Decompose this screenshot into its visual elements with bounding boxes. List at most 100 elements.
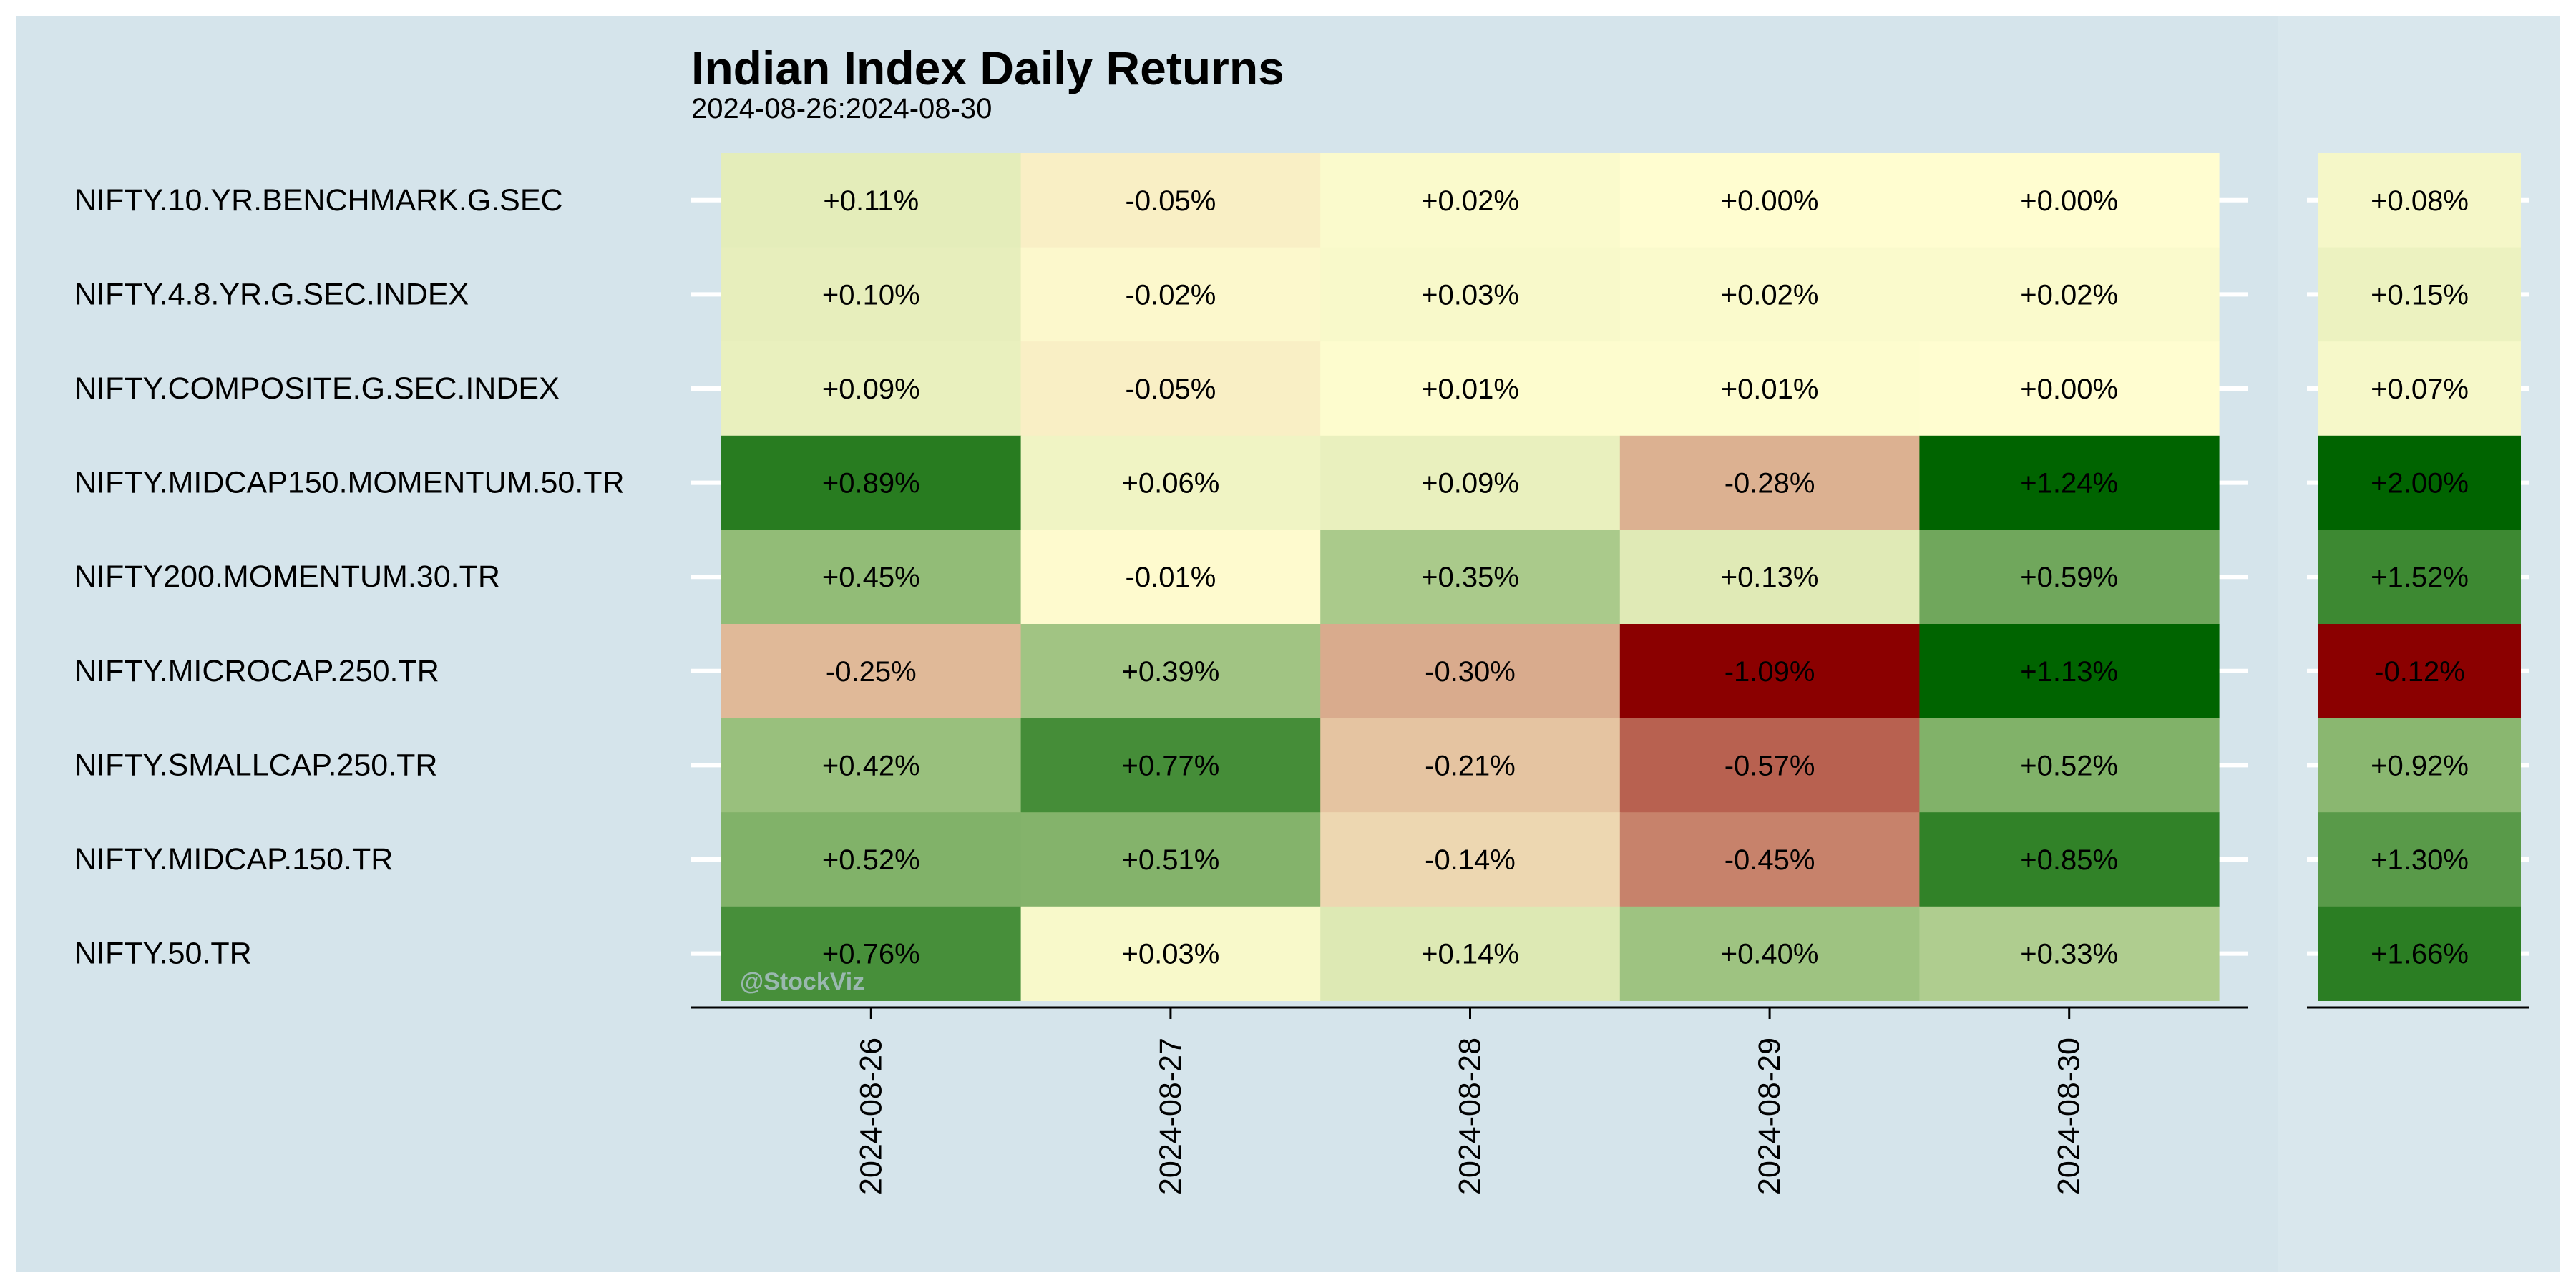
heatmap-cell [1919,718,2220,813]
cell-label: +0.02% [1421,185,1519,217]
heatmap-cell [1619,341,1920,436]
cumulative-cell [2318,247,2521,342]
cell-label: +0.09% [1421,468,1519,499]
x-tick-label: 2024-08-28 [1453,1038,1488,1195]
y-tick-label: NIFTY.4.8.YR.G.SEC.INDEX [74,277,469,311]
cumulative-cell [2318,906,2521,1001]
heatmap-cell [1320,153,1621,248]
heatmap-cell [1919,153,2220,248]
heatmap-cell [1020,435,1321,530]
heatmap-cell [1320,247,1621,342]
cumulative-cell [2318,624,2521,719]
cell-label: -0.25% [826,656,917,688]
heatmap-cell [1919,530,2220,625]
cell-label: -0.14% [1425,844,1516,876]
x-tick-label: 2024-08-26 [854,1038,888,1195]
cell-label: +0.85% [2020,844,2118,876]
cell-label: +0.42% [822,750,920,781]
cell-label: +0.76% [822,939,920,970]
heatmap-cell [721,718,1022,813]
cell-label: +0.45% [822,562,920,593]
cumulative-label: +2.00% [2371,468,2469,499]
cell-label: +1.24% [2020,468,2118,499]
cell-label: -1.09% [1724,656,1815,688]
cumulative-cell [2318,341,2521,436]
cell-label: -0.57% [1724,750,1815,781]
heatmap-cell [1320,812,1621,907]
cell-label: +0.00% [1721,185,1819,217]
heatmap-cell [1619,718,1920,813]
heatmap-cell [1919,435,2220,530]
y-tick-label: NIFTY.50.TR [74,937,252,971]
y-tick-label: NIFTY.SMALLCAP.250.TR [74,748,437,782]
cell-label: +0.11% [823,185,919,217]
y-tick-label: NIFTY.10.YR.BENCHMARK.G.SEC [74,183,563,218]
cell-label: +0.10% [822,279,920,311]
cumulative-label: +1.30% [2371,844,2469,876]
cell-label: +0.35% [1421,562,1519,593]
heatmap-cell [1020,153,1321,248]
heatmap-cell [1619,530,1920,625]
cell-label: +0.39% [1122,656,1220,688]
y-tick-label: NIFTY.COMPOSITE.G.SEC.INDEX [74,371,560,406]
heatmap-cell [1919,906,2220,1001]
y-tick-label: NIFTY.MIDCAP.150.TR [74,842,393,877]
heatmap-cell [721,530,1022,625]
cell-label: +0.59% [2020,562,2118,593]
heatmap-cell [721,624,1022,719]
y-tick-label: NIFTY.MICROCAP.250.TR [74,654,439,688]
cumulative-label: +0.08% [2371,185,2469,217]
cumulative-cell [2318,153,2521,248]
heatmap-cell [1020,906,1321,1001]
heatmap-cell [1919,812,2220,907]
cell-label: +0.01% [1421,374,1519,405]
heatmap-cell [1320,718,1621,813]
cumulative-cell [2318,530,2521,625]
heatmap-cell [1020,812,1321,907]
cell-label: +0.00% [2020,374,2118,405]
cell-label: -0.30% [1425,656,1516,688]
cell-label: +0.06% [1122,468,1220,499]
heatmap-cell [1320,906,1621,1001]
cell-label: +0.33% [2020,939,2118,970]
heatmap-cell [1320,530,1621,625]
cumulative-label: +0.07% [2371,374,2469,405]
cumulative-label: +1.66% [2371,939,2469,970]
cumulative-cell [2318,812,2521,907]
heatmap-cell [721,247,1022,342]
heatmap-cell [1020,530,1321,625]
cell-label: +0.77% [1122,750,1220,781]
heatmap-cell [721,341,1022,436]
cell-label: +0.01% [1721,374,1819,405]
heatmap-cell [1919,624,2220,719]
heatmap-cell [1320,624,1621,719]
heatmap-cell [1619,624,1920,719]
cumulative-label: -0.12% [2374,656,2465,688]
heatmap-cell [721,435,1022,530]
cumulative-cell [2318,435,2521,530]
x-tick-label: 2024-08-30 [2052,1038,2087,1195]
heatmap-cell [1020,341,1321,436]
y-tick-label: NIFTY200.MOMENTUM.30.TR [74,560,500,594]
cumulative-label: +0.15% [2371,279,2469,311]
heatmap-cell [1619,153,1920,248]
x-tick-label: 2024-08-27 [1153,1038,1188,1195]
cumulative-label: +0.92% [2371,750,2469,781]
heatmap-cell [1619,247,1920,342]
chart-subtitle: 2024-08-26:2024-08-30 [691,93,992,125]
heatmap-cell [1020,718,1321,813]
cell-label: +1.13% [2020,656,2118,688]
heatmap-cell [1320,435,1621,530]
cell-label: -0.21% [1425,750,1516,781]
heatmap-cell [1320,341,1621,436]
cell-label: +0.52% [822,844,920,876]
heatmap-cell [1619,906,1920,1001]
cell-label: +0.03% [1421,279,1519,311]
cell-label: -0.05% [1126,374,1216,405]
cell-label: -0.45% [1724,844,1815,876]
cumulative-label: +1.52% [2371,562,2469,593]
heatmap-cell [721,906,1022,1001]
cell-label: +0.00% [2020,185,2118,217]
heatmap-cell [1020,624,1321,719]
cell-label: +0.02% [2020,279,2118,311]
